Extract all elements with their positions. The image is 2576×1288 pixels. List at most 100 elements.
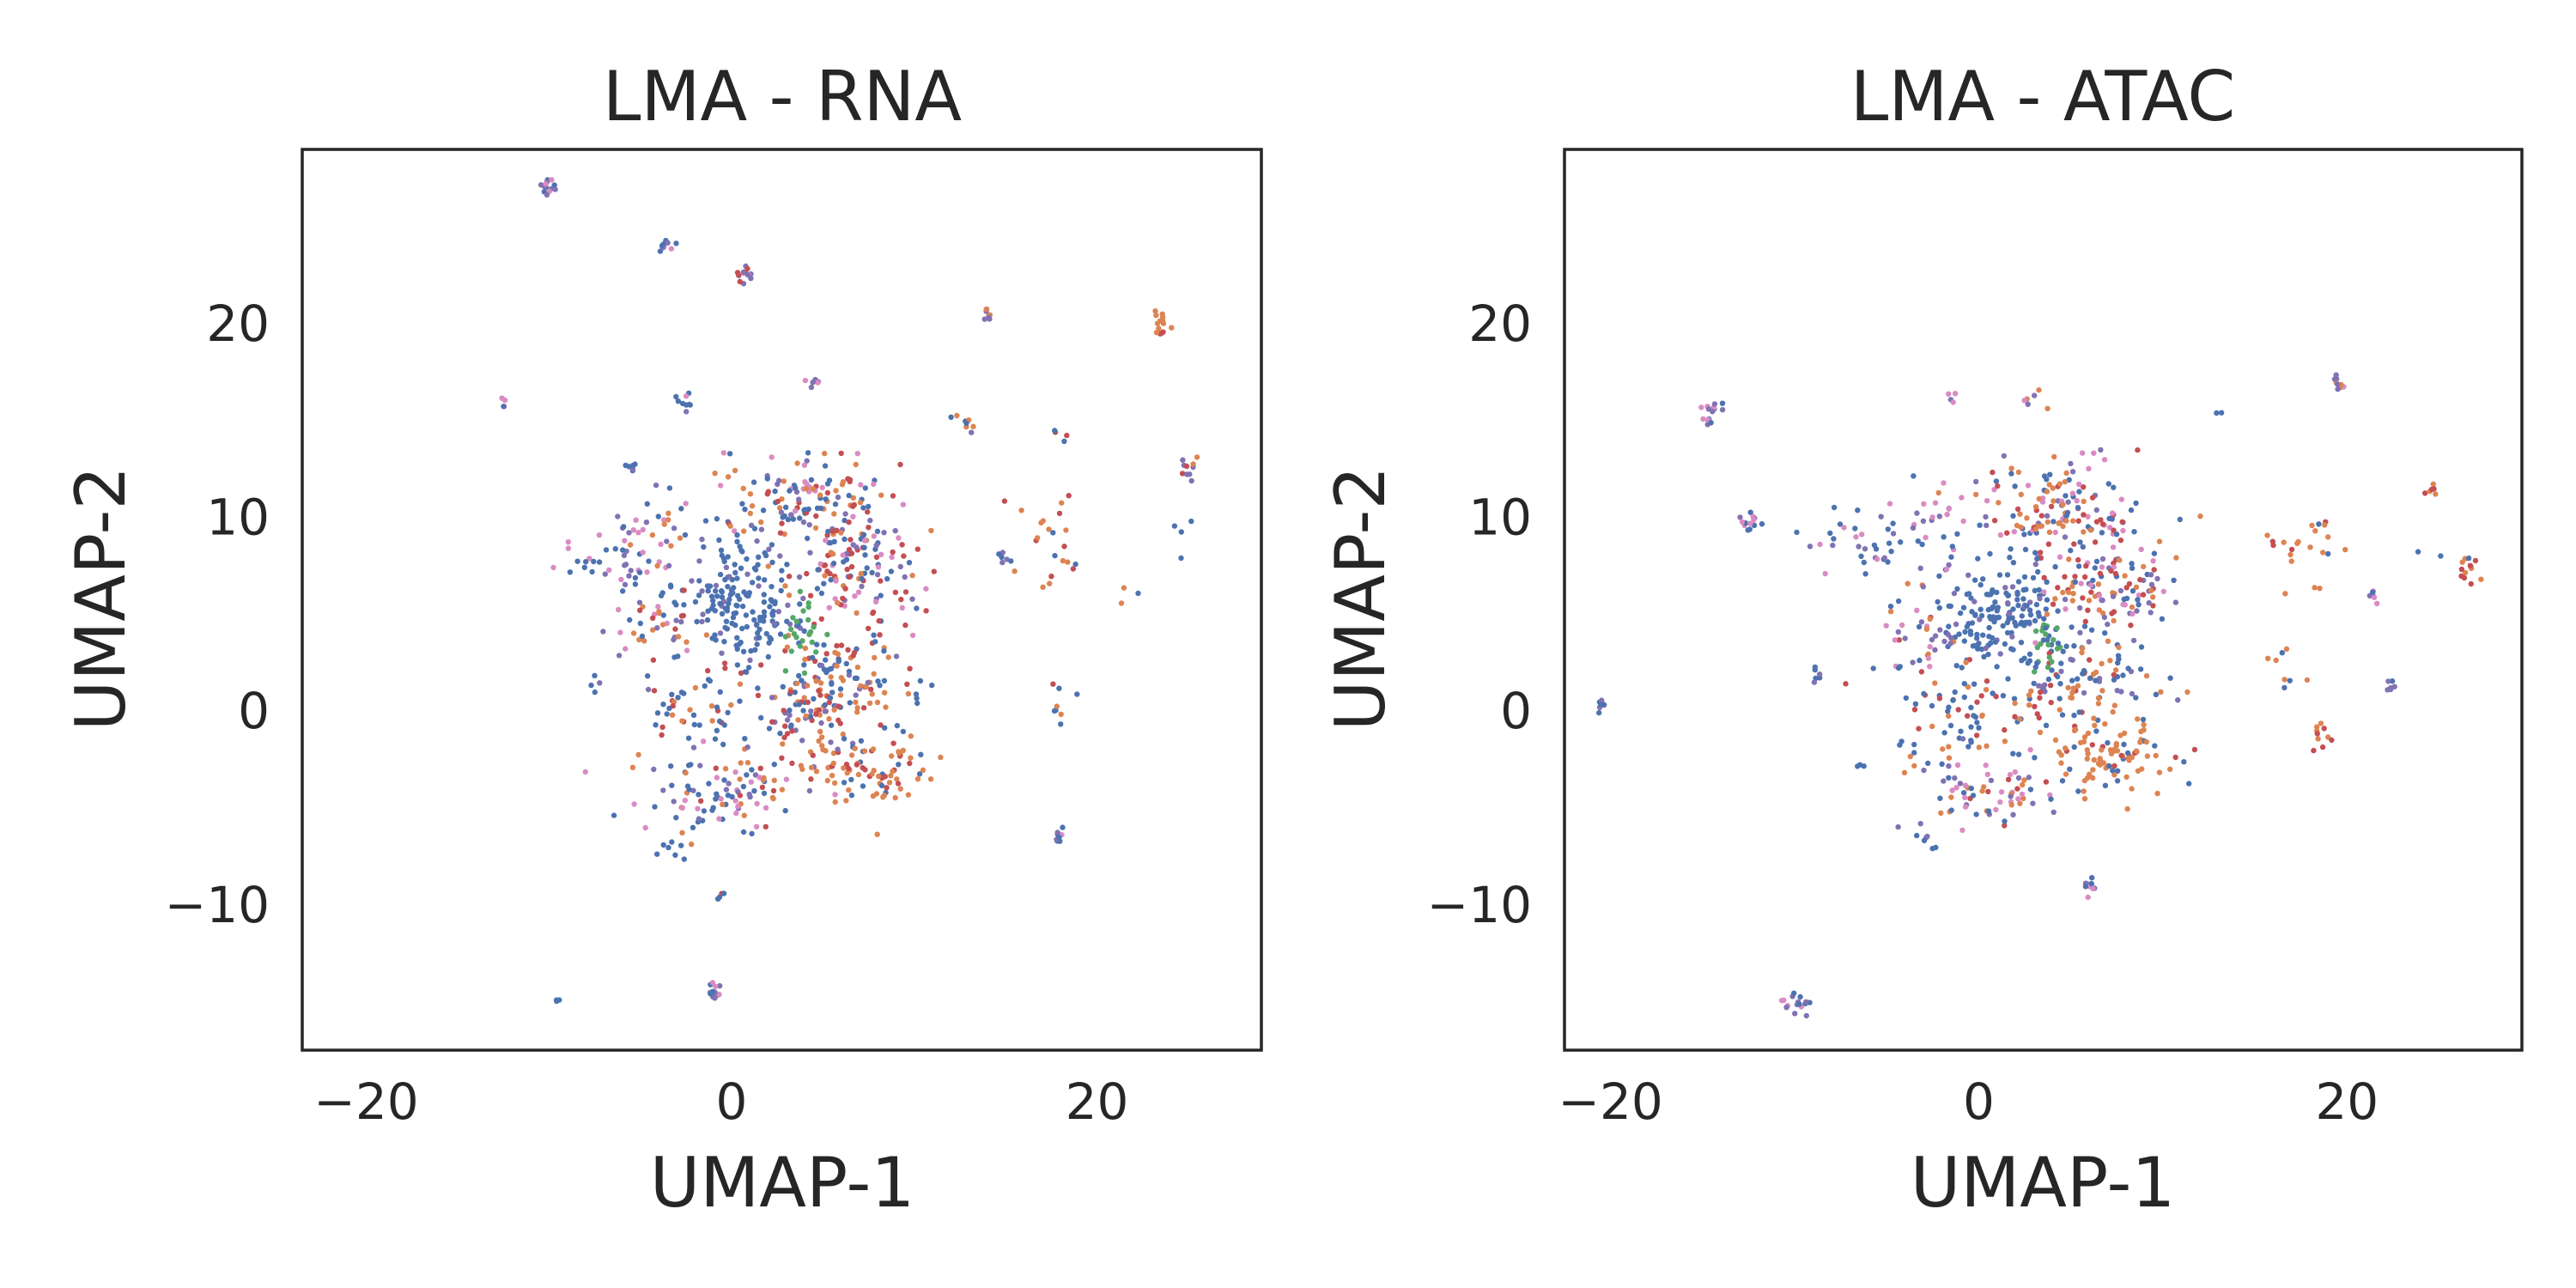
data-point <box>853 692 859 698</box>
data-point <box>1812 664 1818 671</box>
data-point <box>1950 697 1956 703</box>
data-point <box>863 683 869 690</box>
data-point <box>2282 591 2288 597</box>
data-point <box>807 550 813 556</box>
y-tick-label: −10 <box>1427 876 1532 934</box>
data-point <box>2033 601 2040 608</box>
data-point <box>2150 558 2156 564</box>
data-point <box>2041 574 2047 580</box>
data-point <box>831 780 838 787</box>
data-point <box>869 771 875 777</box>
data-point <box>1974 699 1980 705</box>
data-point <box>671 799 677 805</box>
data-point <box>823 748 829 754</box>
data-point <box>714 791 720 797</box>
data-point <box>664 538 670 544</box>
scatter-points <box>499 177 1200 1005</box>
data-point <box>2087 675 2093 682</box>
data-point <box>846 519 852 526</box>
data-point <box>635 751 641 758</box>
data-point <box>1929 702 1935 709</box>
data-point <box>877 632 883 638</box>
data-point <box>2017 511 2023 517</box>
data-point <box>828 739 834 745</box>
data-point <box>841 536 848 543</box>
data-point <box>821 580 827 586</box>
data-point <box>2478 576 2484 582</box>
data-point <box>2314 724 2320 730</box>
data-point <box>796 672 802 679</box>
data-point <box>725 709 731 716</box>
data-point <box>681 587 687 593</box>
data-point <box>583 559 589 565</box>
data-point <box>862 538 868 544</box>
data-point <box>1990 690 1996 696</box>
data-point <box>789 728 795 734</box>
data-point <box>822 573 828 579</box>
data-point <box>1954 762 1961 769</box>
data-point <box>760 507 767 513</box>
data-point <box>817 492 823 498</box>
data-point <box>2095 761 2102 767</box>
data-point <box>1169 325 1175 331</box>
data-point <box>2184 689 2190 696</box>
data-point <box>2056 520 2062 526</box>
data-point <box>2315 736 2321 742</box>
data-point <box>781 478 787 484</box>
data-point <box>740 269 747 276</box>
data-point <box>744 571 750 577</box>
data-point <box>650 657 657 663</box>
data-point <box>2052 563 2058 570</box>
data-point <box>2071 643 2077 649</box>
data-point <box>2342 546 2348 553</box>
data-point <box>1924 833 1930 840</box>
data-point <box>2028 688 2034 694</box>
data-point <box>1927 644 1933 650</box>
data-point <box>740 648 747 654</box>
data-point <box>783 504 789 510</box>
data-point <box>734 538 740 544</box>
data-point <box>2076 489 2082 495</box>
data-point <box>2154 575 2160 582</box>
data-point <box>2060 648 2066 654</box>
data-point <box>909 573 915 579</box>
data-point <box>2036 586 2042 593</box>
data-point <box>2011 529 2017 535</box>
data-point <box>2309 522 2315 529</box>
data-point <box>699 536 705 543</box>
data-point <box>2087 657 2093 663</box>
data-point <box>2111 762 2117 769</box>
data-point <box>861 544 867 550</box>
data-point <box>756 614 763 621</box>
data-point <box>1711 401 1718 407</box>
data-point <box>838 642 845 648</box>
data-point <box>722 605 729 611</box>
data-point <box>2049 659 2055 665</box>
data-point <box>1959 665 1965 671</box>
data-point <box>1961 681 1967 687</box>
data-point <box>2032 617 2038 624</box>
data-point <box>829 690 835 696</box>
data-point <box>2093 558 2100 564</box>
data-point <box>689 578 695 584</box>
data-point <box>733 810 739 817</box>
data-point <box>678 690 685 696</box>
data-point <box>866 525 872 531</box>
data-point <box>1985 808 1992 814</box>
data-point <box>738 547 744 554</box>
data-point <box>784 644 791 650</box>
data-point <box>2121 596 2127 603</box>
data-point <box>779 755 785 761</box>
data-point <box>828 674 834 680</box>
data-point <box>754 622 760 628</box>
data-point <box>1816 671 1823 677</box>
data-point <box>2004 619 2010 626</box>
data-point <box>2085 513 2091 519</box>
data-point <box>813 649 819 655</box>
data-point <box>824 631 830 638</box>
data-point <box>1977 522 1983 528</box>
data-point <box>802 377 809 384</box>
data-point <box>1976 744 1982 750</box>
data-point <box>847 700 853 706</box>
data-point <box>1964 591 1970 598</box>
